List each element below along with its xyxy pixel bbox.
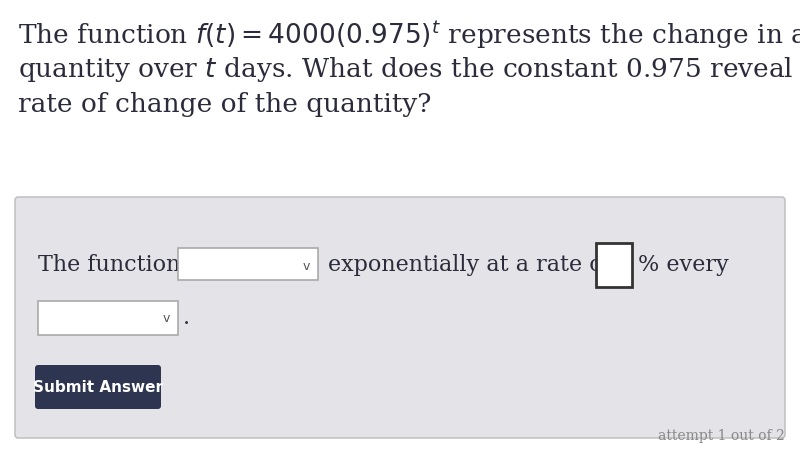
Text: Submit Answer: Submit Answer <box>33 379 163 395</box>
Text: The function $\mathbf{\mathit{f}}(\mathbf{\mathit{t}}) = 4000(0.975)^{\mathbf{\m: The function $\mathbf{\mathit{f}}(\mathb… <box>18 18 800 51</box>
Text: The function is: The function is <box>38 254 206 276</box>
Bar <box>596 243 632 287</box>
Text: rate of change of the quantity?: rate of change of the quantity? <box>18 92 431 117</box>
Text: exponentially at a rate of: exponentially at a rate of <box>328 254 611 276</box>
Text: % every: % every <box>638 254 729 276</box>
FancyBboxPatch shape <box>35 365 161 409</box>
FancyBboxPatch shape <box>15 197 785 438</box>
Text: attempt 1 out of 2: attempt 1 out of 2 <box>658 429 785 443</box>
Bar <box>178 248 318 280</box>
Text: v: v <box>302 259 310 272</box>
Text: v: v <box>162 313 170 326</box>
Text: .: . <box>183 307 190 329</box>
Text: quantity over $\mathbf{\mathit{t}}$ days. What does the constant 0.975 reveal ab: quantity over $\mathbf{\mathit{t}}$ days… <box>18 55 800 84</box>
Bar <box>38 301 178 335</box>
